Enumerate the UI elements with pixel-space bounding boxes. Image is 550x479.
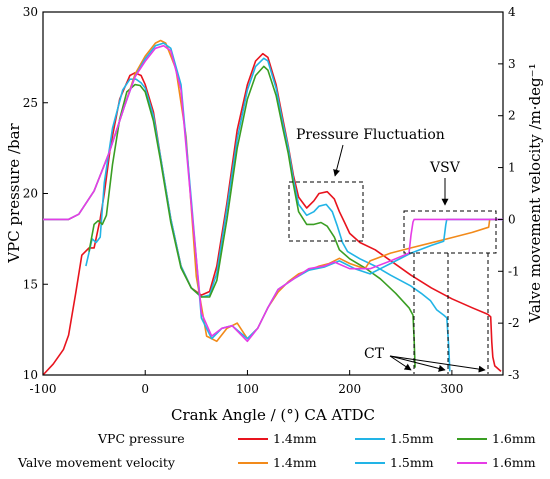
y-right-axis-title: Valve movement velocity /m·deg⁻¹	[526, 63, 544, 323]
y-left-tick-label: 30	[23, 5, 38, 19]
legend-item-label: 1.6mm	[492, 431, 536, 446]
annotation-pressure-fluctuation: Pressure Fluctuation	[288, 127, 445, 242]
legend-item-label: 1.6mm	[492, 455, 536, 470]
vsv-label: VSV	[429, 160, 461, 176]
y-left-tick-label: 20	[23, 187, 38, 201]
y-right-tick-label: 4	[508, 5, 516, 19]
legend-group-label: VPC pressure	[97, 431, 185, 446]
ct-label: CT	[364, 346, 385, 362]
pressure-fluctuation-label: Pressure Fluctuation	[296, 127, 445, 143]
y-left-tick-label: 10	[23, 368, 38, 382]
ct-arrow-2	[389, 355, 446, 372]
series-line-valve-velocity-1-4mm	[43, 39, 498, 343]
vsv-box	[403, 210, 497, 254]
series-line-valve-velocity-1-6mm	[43, 44, 503, 343]
y-left-axis-title: VPC pressure /bar	[5, 122, 23, 263]
legend-group-label: Valve movement velocity	[17, 455, 176, 470]
y-right-tick-label: 0	[508, 212, 516, 226]
x-tick-label: 300	[440, 382, 463, 396]
y-right-tick-label: -3	[508, 368, 520, 382]
x-tick-label: 100	[236, 382, 259, 396]
annotation-ct: CT	[364, 253, 489, 374]
x-tick-label: 200	[338, 382, 361, 396]
legend-item-label: 1.4mm	[273, 455, 317, 470]
y-right-tick-label: -2	[508, 316, 520, 330]
y-right-tick-label: 1	[508, 161, 516, 175]
series-line-vpc-pressure-1-4mm	[42, 52, 502, 376]
series-line-vpc-pressure-1-5mm	[85, 57, 451, 372]
y-right-tick-label: 2	[508, 109, 516, 123]
legend: VPC pressure 1.4mm 1.5mm 1.6mm Valve movemen…	[17, 431, 536, 470]
x-tick-label: -100	[30, 382, 57, 396]
series-line-vpc-pressure-1-6mm	[88, 65, 416, 368]
y-right-tick-label: 3	[508, 57, 516, 71]
x-tick-label: 0	[141, 382, 149, 396]
y-left-tick-label: 15	[23, 277, 38, 291]
legend-item-label: 1.4mm	[273, 431, 317, 446]
pressure-fluctuation-arrow	[333, 144, 344, 177]
ct-arrow-1	[389, 355, 412, 371]
y-left-tick-label: 25	[23, 96, 38, 110]
ticks-layer: -100 0 100 200 300 10 15 20 25 30 -3 -2 -1 0 1 2 3 4	[23, 5, 520, 396]
y-right-tick-label: -1	[508, 264, 520, 278]
legend-item-label: 1.5mm	[390, 455, 434, 470]
legend-item-label: 1.5mm	[390, 431, 434, 446]
pressure-fluctuation-box	[288, 181, 364, 242]
series-layer	[42, 39, 503, 376]
annotation-vsv: VSV	[403, 160, 497, 254]
plot-frame	[42, 11, 504, 376]
ct-arrow-3	[389, 355, 486, 373]
x-axis-title: Crank Angle / (°) CA ATDC	[171, 406, 375, 424]
